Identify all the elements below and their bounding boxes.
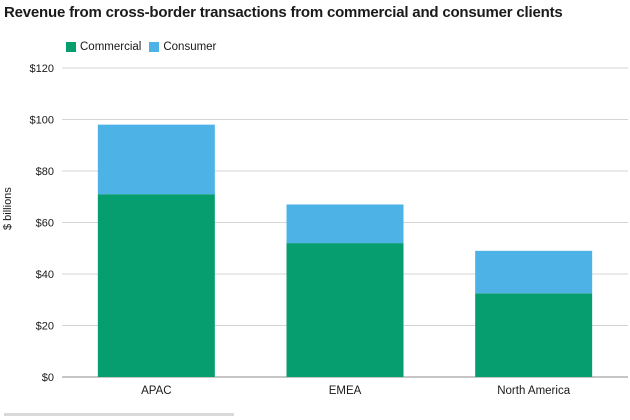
legend-label-commercial: Commercial [80, 41, 142, 53]
bar-consumer-emea [286, 204, 404, 244]
y-tick-label: $40 [36, 269, 54, 281]
legend-item-commercial: Commercial [66, 41, 141, 53]
legend-swatch-commercial [66, 42, 76, 52]
chart-legend: Commercial Consumer [66, 41, 216, 53]
bar-commercial-emea [286, 243, 404, 377]
y-tick-label: $20 [36, 321, 54, 333]
legend-label-consumer: Consumer [163, 41, 217, 53]
y-tick-label: $60 [36, 218, 54, 230]
x-tick-label: APAC [141, 385, 171, 397]
y-tick-label: $0 [42, 372, 54, 384]
source-footnote [4, 410, 244, 418]
legend-item-consumer: Consumer [149, 41, 216, 53]
bar-commercial-north-america [475, 293, 593, 377]
y-tick-label: $120 [30, 63, 54, 75]
bar-commercial-apac [97, 194, 215, 377]
x-tick-label: North America [497, 385, 570, 397]
x-tick-label: EMEA [329, 385, 362, 397]
y-tick-label: $100 [30, 115, 54, 127]
chart-title: Revenue from cross-border transactions f… [4, 4, 563, 21]
bar-consumer-north-america [475, 250, 593, 294]
y-tick-label: $80 [36, 166, 54, 178]
bar-consumer-apac [97, 124, 215, 195]
legend-swatch-consumer [149, 42, 160, 52]
